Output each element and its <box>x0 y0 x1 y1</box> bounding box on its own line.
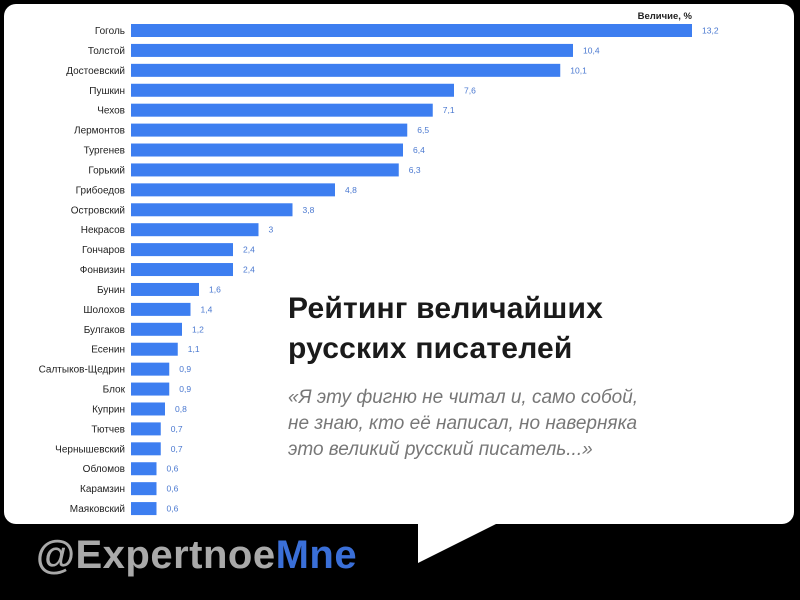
category-label: Гоголь <box>95 26 125 37</box>
value-label: 2,4 <box>243 245 255 255</box>
category-label: Бунин <box>97 285 125 296</box>
category-label: Тютчев <box>91 424 125 435</box>
bar <box>131 342 178 356</box>
channel-handle-prefix: @Expertnoe <box>36 533 276 577</box>
value-label: 6,3 <box>409 165 421 175</box>
category-label: Толстой <box>88 46 125 57</box>
value-label: 13,2 <box>702 26 719 36</box>
category-label: Горький <box>88 165 125 176</box>
category-label: Лермонтов <box>74 126 125 137</box>
bar-chart: Величие, % Гоголь 13,2 Толстой 10,4 Достоевск… <box>39 11 719 516</box>
bar <box>131 322 182 336</box>
category-label: Чернышевский <box>55 444 125 455</box>
value-label: 2,4 <box>243 265 255 275</box>
category-label: Чехов <box>97 106 125 117</box>
bar <box>131 502 157 516</box>
bar <box>131 43 573 57</box>
bar <box>131 302 191 316</box>
category-label: Пушкин <box>89 86 125 97</box>
value-label: 1,2 <box>192 324 204 334</box>
value-label: 0,6 <box>167 504 179 514</box>
value-label: 0,6 <box>167 464 179 474</box>
category-label: Достоевский <box>66 66 125 77</box>
value-label: 3,8 <box>303 205 315 215</box>
category-label: Блок <box>103 385 126 396</box>
bar <box>131 123 408 137</box>
bar <box>131 243 233 257</box>
value-label: 10,4 <box>583 45 600 55</box>
value-label: 0,6 <box>167 484 179 494</box>
post-title: Рейтинг величайших русских писателей <box>288 292 603 365</box>
bar <box>131 263 233 277</box>
bar <box>131 223 259 237</box>
bar <box>131 163 399 177</box>
post-quote: «Я эту фигню не читал и, само собой, не … <box>288 387 639 460</box>
value-label: 0,7 <box>171 424 183 434</box>
category-label: Островский <box>71 205 125 216</box>
value-label: 6,4 <box>413 145 425 155</box>
bar <box>131 422 161 436</box>
speech-bubble-tail <box>418 523 498 563</box>
bar <box>131 24 692 37</box>
legend-label: Величие, % <box>638 11 693 22</box>
category-label: Булгаков <box>84 325 125 336</box>
chart-card: Величие, % Гоголь 13,2 Толстой 10,4 Достоевск… <box>4 4 794 524</box>
value-label: 1,4 <box>201 304 213 314</box>
bar <box>131 83 454 97</box>
bar <box>131 462 157 476</box>
bar <box>131 362 170 376</box>
category-label: Карамзин <box>80 484 125 495</box>
bar <box>131 143 403 157</box>
value-label: 1,6 <box>209 284 221 294</box>
category-label: Тургенев <box>84 146 125 157</box>
value-label: 0,9 <box>179 364 191 374</box>
bar <box>131 63 561 77</box>
category-label: Маяковский <box>70 504 125 515</box>
bar <box>131 442 161 456</box>
category-label: Грибоедов <box>76 184 125 196</box>
value-label: 7,6 <box>464 85 476 95</box>
bar <box>131 282 199 296</box>
category-label: Обломов <box>83 463 125 475</box>
bar <box>131 482 157 496</box>
bar <box>131 183 335 197</box>
channel-handle: @ExpertnoeMne <box>36 533 357 578</box>
category-label: Есенин <box>91 345 125 356</box>
channel-handle-accent: Mne <box>275 533 358 577</box>
value-label: 0,9 <box>179 384 191 394</box>
category-label: Салтыков-Щедрин <box>39 365 125 376</box>
bar <box>131 402 165 416</box>
value-label: 0,8 <box>175 404 187 414</box>
bar <box>131 203 293 217</box>
value-label: 6,5 <box>417 125 429 135</box>
value-label: 3 <box>269 225 274 235</box>
value-label: 7,1 <box>443 105 455 115</box>
value-label: 4,8 <box>345 185 357 195</box>
value-label: 10,1 <box>570 65 587 75</box>
value-label: 1,1 <box>188 344 200 354</box>
category-label: Некрасов <box>81 225 125 236</box>
category-label: Фонвизин <box>80 265 125 276</box>
category-label: Шолохов <box>83 305 125 316</box>
value-label: 0,7 <box>171 444 183 454</box>
category-label: Куприн <box>92 404 125 415</box>
bar <box>131 103 433 117</box>
category-label: Гончаров <box>82 245 125 256</box>
bar <box>131 382 170 396</box>
